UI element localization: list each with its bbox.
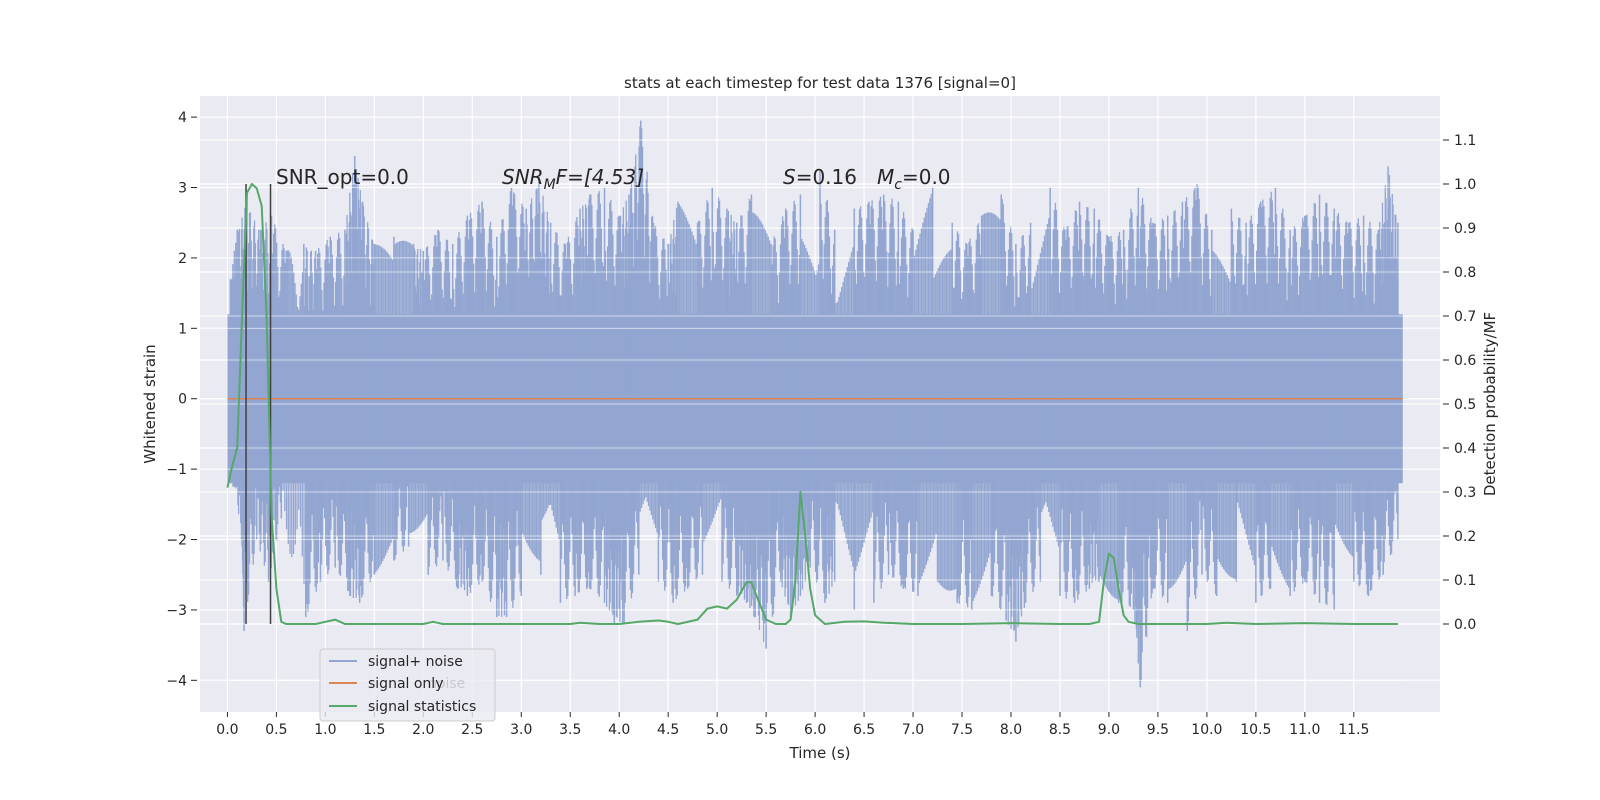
y-tick-label: 2: [178, 251, 187, 267]
y2-tick-label: 0.3: [1454, 485, 1476, 501]
x-tick-label: 5.0: [706, 722, 728, 738]
y-tick-label: −1: [166, 462, 187, 478]
y2-tick-label: 0.4: [1454, 441, 1476, 457]
statistics-series: [226, 183, 1398, 625]
chart-title: stats at each timestep for test data 137…: [624, 74, 1016, 92]
x-tick-label: 7.5: [951, 722, 973, 738]
legend-label-signal: signal only: [368, 676, 443, 692]
y2-axis-label: Detection probability/MF: [1481, 312, 1499, 496]
x-tick-label: 0.0: [216, 722, 238, 738]
y-tick-label: −3: [166, 603, 187, 619]
y-axis-label: Whitened strain: [141, 344, 159, 463]
x-tick-label: 3.0: [510, 722, 532, 738]
y-tick-label: 4: [178, 110, 187, 126]
marker-lines: [245, 184, 272, 624]
x-tick-label: 2.5: [461, 722, 483, 738]
annotation-snr-mf-base: SNR: [502, 165, 544, 189]
x-tick-label: 1.5: [363, 722, 385, 738]
x-tick-label: 3.5: [559, 722, 581, 738]
statistics-line: [226, 183, 1398, 625]
x-tick-label: 1.0: [314, 722, 336, 738]
x-tick-label: 10.5: [1240, 722, 1271, 738]
x-tick-label: 6.0: [804, 722, 826, 738]
x-tick-label: 2.0: [412, 722, 434, 738]
x-tick-label: 8.5: [1049, 722, 1071, 738]
legend-ghost-text: noise: [428, 676, 465, 692]
y2-tick-label: 0.1: [1454, 573, 1476, 589]
annotation-mc: Mc=0.0: [877, 165, 951, 193]
y-tick-label: −2: [166, 533, 187, 549]
y-ticks: −4 −3 −2 −1 0 1 2 3 4: [166, 110, 197, 689]
legend-label-noise: signal+ noise: [368, 654, 463, 670]
legend: noise signal+ noise signal only signal s…: [319, 648, 496, 722]
x-tick-label: 0.5: [265, 722, 287, 738]
legend-box: [319, 648, 496, 722]
x-tick-label: 8.0: [1000, 722, 1022, 738]
y2-ticks: 0.0 0.1 0.2 0.3 0.4 0.5 0.6 0.7 0.8 0.9 1.0 1.1: [1443, 133, 1476, 633]
x-tick-label: 11.0: [1289, 722, 1320, 738]
y2-tick-label: 0.8: [1454, 265, 1476, 281]
annotation-mc-sub: c: [894, 177, 902, 193]
annotation-snr-mf: SNRMF=[4.53]: [502, 165, 644, 193]
y2-tick-label: 0.2: [1454, 529, 1476, 545]
x-tick-label: 4.0: [608, 722, 630, 738]
y2-tick-label: 1.0: [1454, 177, 1476, 193]
y-tick-label: 0: [178, 392, 187, 408]
x-axis-label: Time (s): [789, 744, 851, 762]
y2-tick-label: 0.7: [1454, 309, 1476, 325]
x-tick-label: 4.5: [657, 722, 679, 738]
y-tick-label: 3: [178, 181, 187, 197]
annotation-s-value: =0.16: [796, 165, 857, 189]
y2-tick-label: 0.6: [1454, 353, 1476, 369]
x-tick-label: 9.5: [1147, 722, 1169, 738]
y-tick-label: 1: [178, 321, 187, 337]
annotation-s: S=0.16: [783, 165, 857, 189]
x-ticks: 0.0 0.5 1.0 1.5 2.0 2.5 3.0 3.5 4.0 4.5 5.0 5.5 6.0 6…: [216, 712, 1369, 738]
y2-tick-label: 1.1: [1454, 133, 1476, 149]
annotation-snr-mf-sub: M: [544, 177, 556, 193]
x-tick-label: 7.0: [902, 722, 924, 738]
x-tick-label: 5.5: [755, 722, 777, 738]
x-tick-label: 6.5: [853, 722, 875, 738]
legend-label-statistics: signal statistics: [368, 699, 476, 715]
annotation-s-label: S: [783, 165, 796, 189]
annotation-mc-base: M: [877, 165, 894, 189]
y2-tick-label: 0.0: [1454, 617, 1476, 633]
annotation-snr-opt: SNR_opt=0.0: [276, 165, 409, 189]
x-tick-label: 11.5: [1338, 722, 1369, 738]
annotation-snr-mf-rest: F=[4.53]: [556, 165, 644, 189]
x-tick-label: 10.0: [1191, 722, 1222, 738]
y2-tick-label: 0.9: [1454, 221, 1476, 237]
y-tick-label: −4: [166, 673, 187, 689]
annotation-mc-value: =0.0: [902, 165, 951, 189]
y2-tick-label: 0.5: [1454, 397, 1476, 413]
x-tick-label: 9.0: [1098, 722, 1120, 738]
